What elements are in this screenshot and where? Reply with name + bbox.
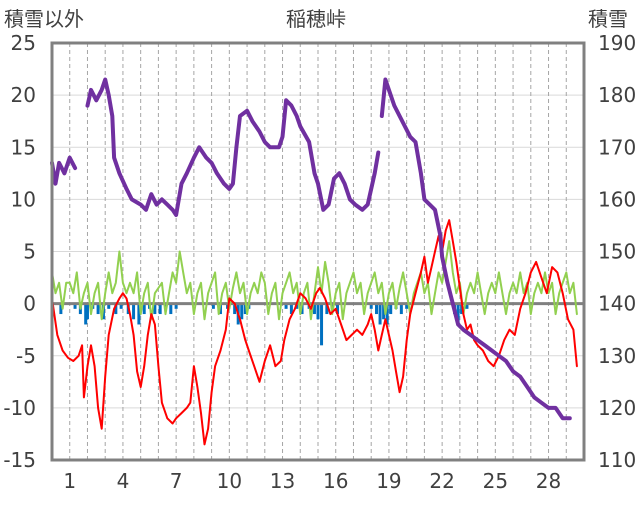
precipitation-bar: [233, 303, 237, 315]
x-tick-label: 10: [217, 469, 242, 493]
left-tick-label: 10: [11, 187, 36, 211]
precipitation-bar: [375, 303, 379, 315]
x-tick-label: 1: [63, 469, 76, 493]
precipitation-bar: [158, 303, 162, 315]
grid-lines: [52, 43, 584, 460]
precipitation-bar: [316, 303, 320, 320]
precipitation-bar: [284, 303, 288, 309]
right-tick-label: 160: [598, 187, 636, 211]
x-tick-label: 28: [536, 469, 561, 493]
x-tick-label: 22: [429, 469, 454, 493]
precipitation-bar: [142, 303, 146, 315]
precipitation-bar: [312, 303, 316, 315]
left-tick-label: 25: [11, 31, 36, 55]
precipitation-bar: [399, 303, 403, 315]
left-axis-title: 積雪以外: [4, 7, 84, 31]
left-tick-label: -5: [16, 344, 36, 368]
x-tick-label: 19: [376, 469, 401, 493]
left-tick-label: 0: [23, 292, 36, 316]
right-tick-label: 170: [598, 135, 636, 159]
plot-area-frame: [50, 41, 586, 462]
precipitation-bar: [153, 303, 157, 315]
right-tick-label: 110: [598, 448, 636, 472]
precipitation-bar: [289, 303, 293, 315]
snow-depth-line: [379, 77, 572, 421]
precipitation-bar: [320, 303, 324, 346]
precipitation-bar: [243, 303, 247, 315]
right-tick-label: 150: [598, 240, 636, 264]
precipitation-bar: [84, 303, 88, 325]
series-lines: [50, 77, 578, 446]
snow-depth-line: [85, 77, 381, 217]
precipitation-bar: [169, 303, 173, 315]
precipitation-bar: [405, 303, 409, 309]
precipitation-bar: [385, 303, 389, 325]
right-tick-label: 140: [598, 292, 636, 316]
wind-line: [51, 240, 578, 321]
precipitation-bar: [382, 303, 386, 320]
precipitation-bar: [59, 303, 63, 315]
right-tick-label: 130: [598, 344, 636, 368]
precipitation-bar: [96, 303, 100, 315]
precipitation-bar: [456, 303, 460, 325]
left-tick-label: -15: [3, 448, 36, 472]
precipitation-bar: [460, 303, 464, 315]
snow-depth-line: [50, 155, 78, 186]
precipitation-bar: [465, 303, 469, 309]
left-tick-label: 5: [23, 240, 36, 264]
right-tick-label: 190: [598, 31, 636, 55]
precipitation-bar: [369, 303, 373, 309]
x-axis-ticks: 1 4 7 10 13 16 19 22 25 28: [63, 469, 561, 493]
right-axis-ticks: 110 120 130 140 150 160 170 180 190: [598, 31, 636, 472]
left-axis-ticks: -15 -10 -5 0 5 10 15 20 25: [3, 31, 36, 472]
precipitation-bar: [132, 303, 136, 320]
left-tick-label: 20: [11, 83, 36, 107]
precipitation-bar: [119, 303, 123, 309]
right-axis-title: 積雪: [588, 7, 628, 31]
x-tick-label: 7: [170, 469, 183, 493]
right-tick-label: 120: [598, 396, 636, 420]
precipitation-bar: [325, 303, 329, 315]
precipitation-bar: [174, 303, 178, 309]
precipitation-bar: [114, 303, 118, 315]
x-tick-label: 4: [117, 469, 130, 493]
precipitation-bar: [389, 303, 393, 315]
x-tick-label: 13: [270, 469, 295, 493]
temperature-line: [51, 219, 578, 446]
chart-title: 稲穂峠: [286, 7, 346, 31]
left-tick-label: -10: [3, 396, 36, 420]
precipitation-bar: [378, 303, 382, 325]
x-tick-label: 25: [483, 469, 508, 493]
precipitation-bar: [73, 303, 77, 309]
precipitation-bar: [137, 303, 141, 325]
precipitation-bar: [107, 303, 111, 309]
precipitation-bar: [240, 303, 244, 320]
right-tick-label: 180: [598, 83, 636, 107]
x-tick-label: 16: [323, 469, 348, 493]
precipitation-bar: [85, 303, 89, 320]
left-tick-label: 15: [11, 135, 36, 159]
precipitation-bar: [211, 303, 215, 309]
precipitation-bar: [336, 303, 340, 315]
